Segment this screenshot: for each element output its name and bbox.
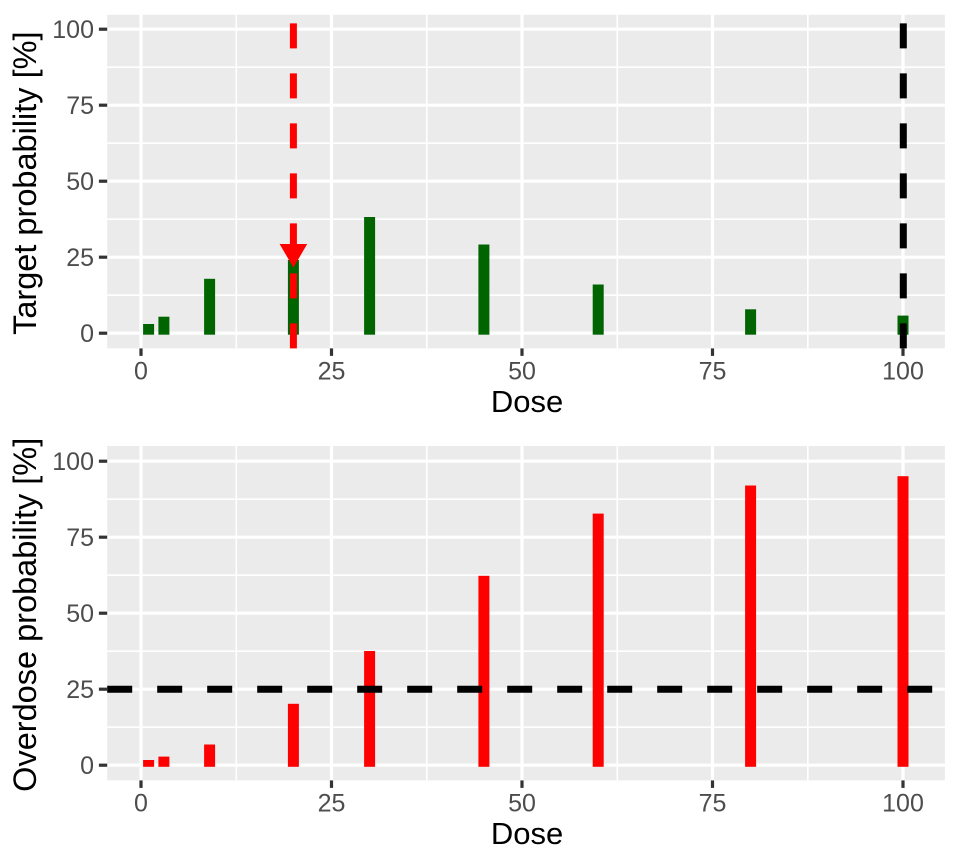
svg-text:25: 25 [318, 358, 346, 386]
svg-text:25: 25 [66, 676, 94, 704]
svg-text:Overdose probability [%]: Overdose probability [%] [7, 438, 43, 792]
svg-text:Dose: Dose [491, 384, 563, 419]
svg-text:100: 100 [52, 16, 94, 44]
svg-text:0: 0 [80, 752, 94, 780]
svg-text:Dose: Dose [491, 816, 563, 851]
svg-text:75: 75 [699, 358, 727, 386]
svg-text:50: 50 [66, 600, 94, 628]
svg-text:100: 100 [882, 790, 924, 818]
svg-text:50: 50 [66, 168, 94, 196]
svg-text:25: 25 [318, 790, 346, 818]
svg-text:75: 75 [66, 92, 94, 120]
svg-text:0: 0 [134, 358, 148, 386]
svg-text:50: 50 [508, 790, 536, 818]
svg-text:75: 75 [699, 790, 727, 818]
svg-text:0: 0 [134, 790, 148, 818]
svg-text:100: 100 [882, 358, 924, 386]
svg-text:0: 0 [80, 320, 94, 348]
svg-text:50: 50 [508, 358, 536, 386]
svg-text:25: 25 [66, 244, 94, 272]
svg-text:100: 100 [52, 448, 94, 476]
svg-text:Target probability [%]: Target probability [%] [7, 31, 43, 334]
svg-text:75: 75 [66, 524, 94, 552]
